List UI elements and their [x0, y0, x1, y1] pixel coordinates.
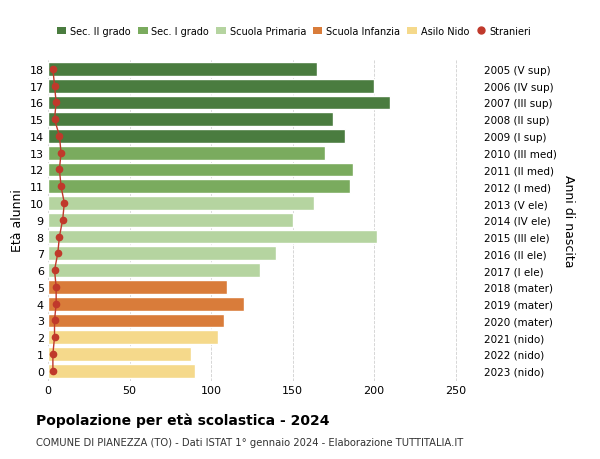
Bar: [48, 314, 224, 328]
Bar: [48, 364, 195, 378]
Bar: [48, 247, 276, 261]
Bar: [48, 230, 377, 244]
Bar: [48, 280, 227, 294]
Bar: [48, 113, 333, 127]
Bar: [48, 130, 344, 144]
Bar: [48, 79, 374, 93]
Bar: [48, 297, 244, 311]
Bar: [48, 63, 317, 77]
Bar: [48, 180, 350, 194]
Y-axis label: Età alunni: Età alunni: [11, 189, 24, 252]
Bar: [48, 347, 191, 361]
Y-axis label: Anni di nascita: Anni di nascita: [562, 174, 575, 267]
Bar: [48, 197, 314, 210]
Legend: Sec. II grado, Sec. I grado, Scuola Primaria, Scuola Infanzia, Asilo Nido, Stran: Sec. II grado, Sec. I grado, Scuola Prim…: [53, 23, 535, 40]
Bar: [48, 96, 391, 110]
Bar: [48, 330, 218, 344]
Text: COMUNE DI PIANEZZA (TO) - Dati ISTAT 1° gennaio 2024 - Elaborazione TUTTITALIA.I: COMUNE DI PIANEZZA (TO) - Dati ISTAT 1° …: [36, 437, 463, 447]
Text: Popolazione per età scolastica - 2024: Popolazione per età scolastica - 2024: [36, 413, 329, 428]
Bar: [48, 146, 325, 160]
Bar: [48, 163, 353, 177]
Bar: [48, 263, 260, 277]
Bar: [48, 213, 293, 227]
